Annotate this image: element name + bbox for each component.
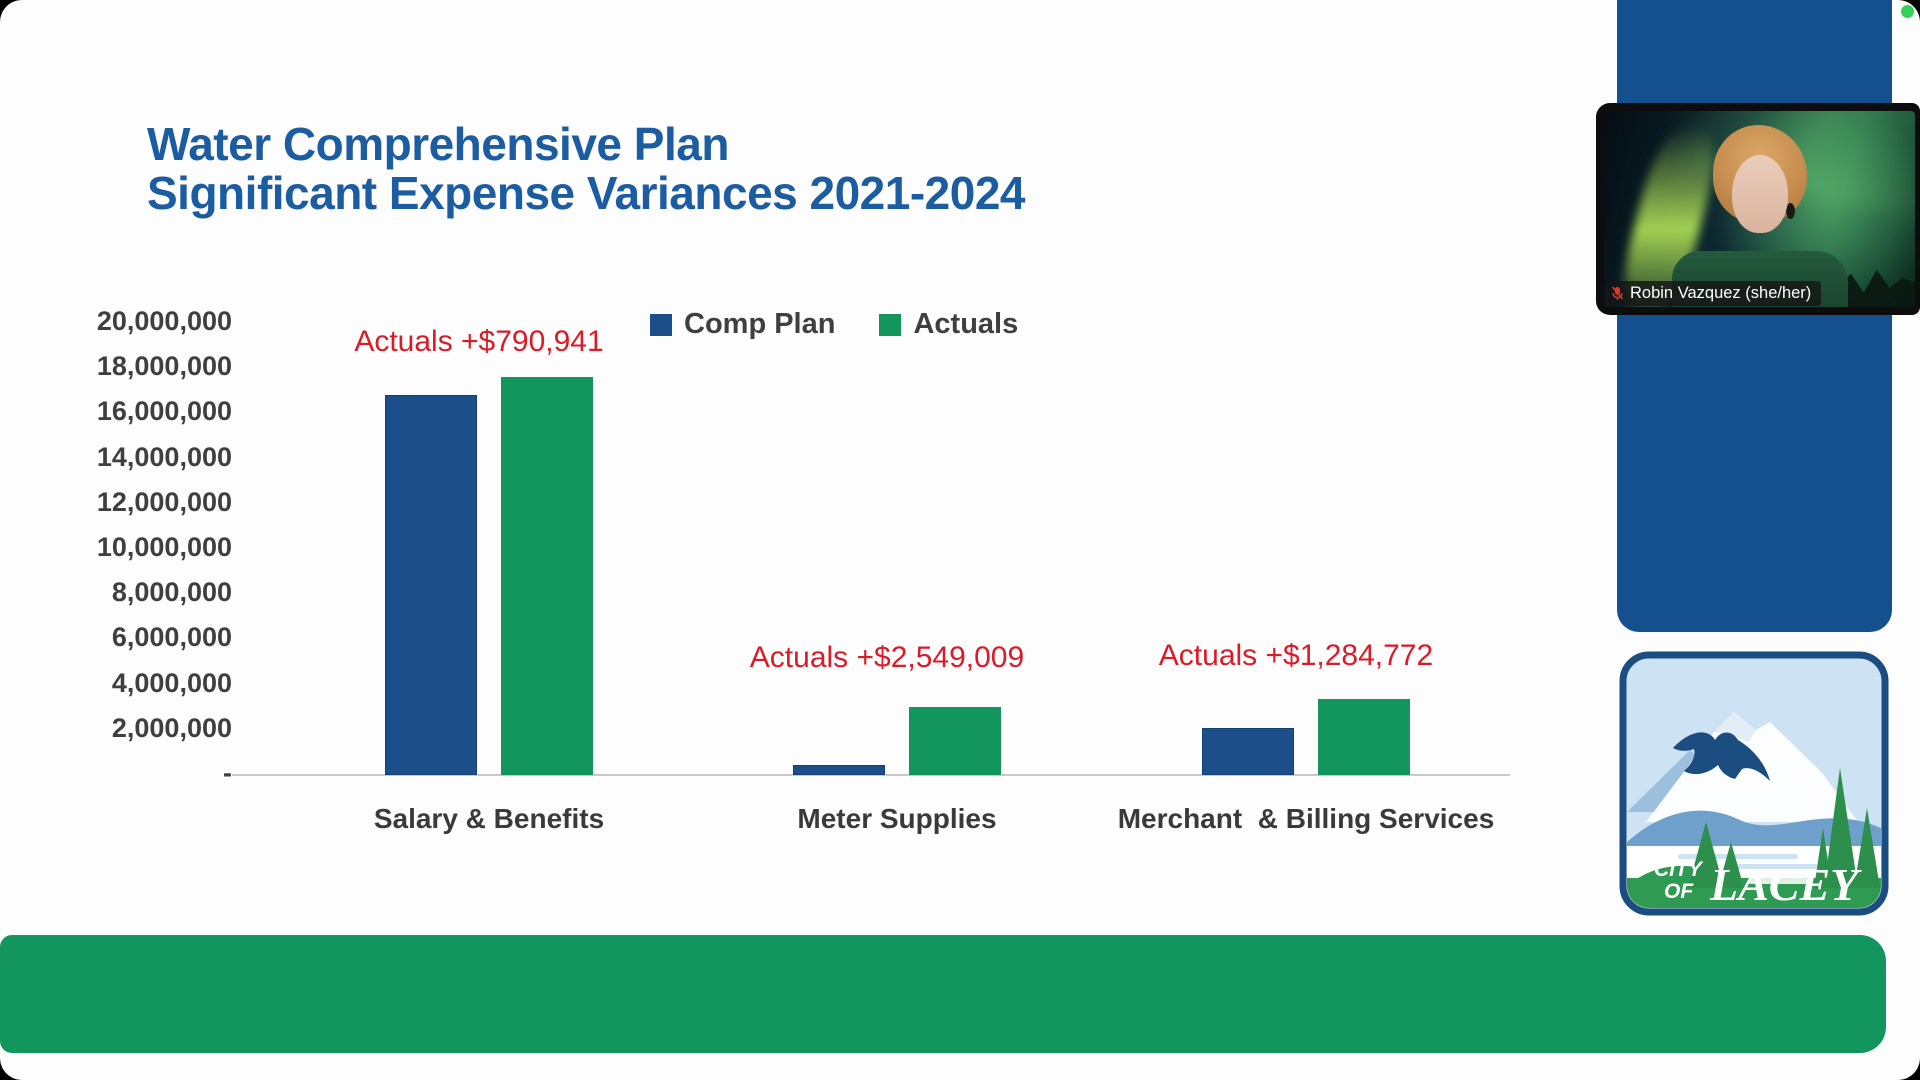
slide-title-line1: Water Comprehensive Plan — [147, 118, 729, 170]
x-axis-line — [232, 774, 1510, 776]
comp-plan-bar-3 — [1202, 727, 1294, 775]
logo-water-ripple — [1728, 864, 1818, 869]
logo-tree — [1718, 842, 1744, 888]
webcam-robin-vazquez[interactable]: Robin Vazquez (she/her) — [1596, 103, 1920, 315]
webcam-video: Robin Vazquez (she/her) — [1604, 111, 1915, 307]
y-axis-tick-label: 6,000,000 — [111, 622, 232, 653]
y-axis-tick-label: - — [223, 758, 232, 788]
logo-text-city: CITY — [1654, 858, 1704, 881]
legend-label-comp-plan: Comp Plan — [684, 308, 836, 340]
participant-name: Robin Vazquez (she/her) — [1630, 284, 1812, 302]
y-axis-tick-label: 4,000,000 — [111, 667, 232, 698]
category-label: Salary & Benefits — [373, 803, 605, 834]
comp-plan-swatch-icon — [650, 313, 672, 336]
logo-eagle-icon — [1673, 732, 1770, 781]
city-of-lacey-logo: CITY OF LACEY — [1618, 650, 1890, 917]
screen-share-indicator-dot — [1901, 5, 1914, 18]
y-axis-tick-label: 10,000,000 — [96, 532, 232, 562]
variance-annotation: Actuals +$1,284,772 — [1158, 639, 1434, 672]
logo-mountain-shading — [1714, 712, 1756, 742]
chart-legend: Comp Plan Actuals — [650, 308, 1018, 341]
y-axis-tick-label: 18,000,000 — [96, 351, 232, 382]
logo-tree — [1688, 822, 1724, 888]
legend-label-actuals: Actuals — [913, 308, 1019, 340]
category-label: Meter Supplies — [797, 803, 997, 834]
legend-item-actuals: Actuals — [879, 308, 1018, 341]
actuals-bar-2 — [909, 707, 1001, 775]
actuals-bar-1 — [501, 377, 593, 775]
y-axis-tick-label: 12,000,000 — [96, 486, 232, 517]
logo-text-of: OF — [1664, 880, 1694, 903]
y-axis-tick-label: 20,000,000 — [96, 306, 232, 336]
logo-tree — [1854, 808, 1880, 888]
y-axis-tick-label: 14,000,000 — [96, 441, 232, 472]
slide-title: Water Comprehensive Plan Significant Exp… — [147, 118, 1026, 220]
logo-shore-streak — [1748, 878, 1808, 884]
bottom-accent-band — [0, 935, 1886, 1053]
variance-annotation: Actuals +$790,941 — [354, 325, 604, 358]
comp-plan-bar-2 — [793, 765, 885, 775]
actuals-swatch-icon — [879, 313, 902, 336]
muted-mic-icon — [1611, 285, 1624, 300]
y-axis-tick-label: 16,000,000 — [96, 396, 232, 427]
y-axis-tick-label: 2,000,000 — [111, 712, 232, 743]
participant-face — [1731, 155, 1788, 233]
y-axis-tick-label: 8,000,000 — [111, 577, 232, 608]
participant-earpiece — [1785, 203, 1795, 219]
actuals-bar-3 — [1318, 698, 1410, 775]
logo-tree — [1824, 768, 1858, 888]
variance-annotation: Actuals +$2,549,009 — [749, 641, 1025, 674]
logo-text-lacey: LACEY — [1709, 859, 1862, 910]
slide-title-line2: Significant Expense Variances 2021-2024 — [147, 167, 1026, 220]
legend-item-comp-plan: Comp Plan — [650, 308, 835, 341]
category-label: Merchant & Billing Services — [1117, 803, 1495, 834]
participant-name-label: Robin Vazquez (she/her) — [1606, 281, 1822, 306]
right-accent-band — [1617, 0, 1892, 632]
comp-plan-bar-1 — [385, 395, 477, 775]
